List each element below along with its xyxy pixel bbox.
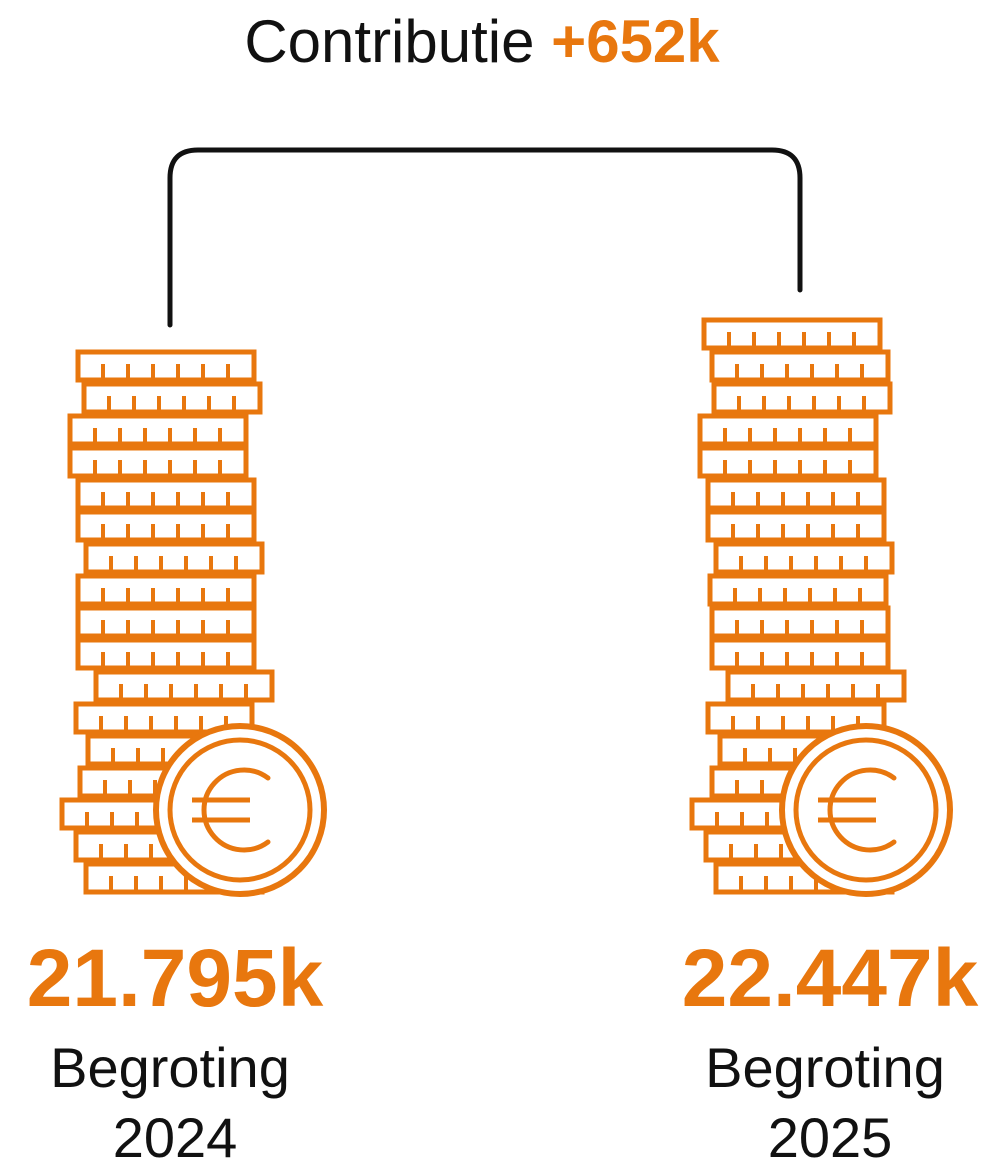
coin	[705, 509, 887, 543]
coin	[67, 445, 249, 479]
coin	[73, 701, 255, 735]
year: 2025	[768, 1106, 893, 1160]
coin	[81, 381, 263, 415]
bracket	[167, 147, 803, 328]
year: 2024	[113, 1106, 238, 1160]
coin	[697, 413, 879, 447]
coin	[705, 477, 887, 511]
coin	[709, 605, 891, 639]
coin	[75, 605, 257, 639]
coin	[93, 669, 275, 703]
title-highlight: +652k	[551, 8, 720, 75]
coin-stacks	[59, 317, 953, 897]
label: Begroting	[705, 1036, 945, 1099]
coin	[707, 573, 889, 607]
coin	[725, 669, 907, 703]
euro-coin-inner	[793, 737, 939, 883]
label: Begroting	[50, 1036, 290, 1099]
coin	[75, 477, 257, 511]
euro-coin-inner	[167, 737, 313, 883]
coin	[713, 541, 895, 575]
coin	[67, 413, 249, 447]
coin	[75, 573, 257, 607]
euro-coin	[779, 723, 953, 897]
coin	[709, 637, 891, 671]
title: Contributie +652k	[244, 8, 720, 75]
value: 21.795k	[27, 933, 324, 1024]
value: 22.447k	[682, 933, 979, 1024]
euro-sign	[827, 767, 897, 853]
coin	[697, 445, 879, 479]
coin	[75, 637, 257, 671]
coin	[711, 381, 893, 415]
coin	[83, 541, 265, 575]
coin	[75, 509, 257, 543]
coin	[701, 317, 883, 351]
title-text: Contributie	[244, 8, 534, 75]
coin	[709, 349, 891, 383]
coin	[75, 349, 257, 383]
euro-sign	[201, 767, 271, 853]
euro-coin	[153, 723, 327, 897]
